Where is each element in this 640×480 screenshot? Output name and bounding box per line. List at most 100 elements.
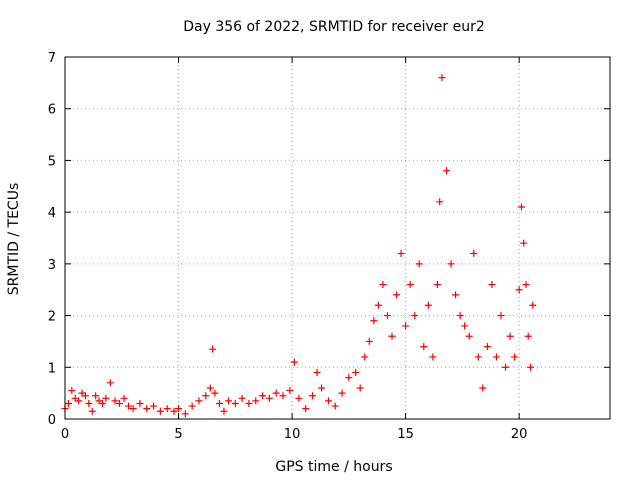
axes: 0 5 10 15 20 0 1 2 3 4 5 6 7 <box>48 51 611 442</box>
data-point <box>356 384 364 392</box>
data-point <box>129 405 137 413</box>
chart-title: Day 356 of 2022, SRMTID for receiver eur… <box>183 19 485 35</box>
data-point <box>443 167 450 175</box>
data-point <box>238 394 246 402</box>
data-point <box>522 281 530 289</box>
data-point <box>150 402 158 410</box>
data-point <box>483 343 491 351</box>
data-points <box>61 74 537 418</box>
data-point <box>338 389 346 397</box>
data-point <box>225 397 232 405</box>
data-point <box>116 399 123 407</box>
data-point <box>215 399 223 407</box>
data-point <box>436 198 444 206</box>
x-tick-label: 10 <box>284 427 301 442</box>
data-point <box>517 203 525 211</box>
y-axis-label: SRMTID / TECUs <box>6 183 22 296</box>
data-point <box>324 397 332 405</box>
data-point <box>295 394 303 402</box>
data-point <box>231 399 239 407</box>
data-point <box>81 392 89 400</box>
data-point <box>331 402 339 410</box>
data-point <box>202 392 210 400</box>
data-point <box>188 402 196 410</box>
data-point <box>136 399 144 407</box>
data-point <box>259 392 267 400</box>
data-point <box>98 399 106 407</box>
x-tick-label: 20 <box>511 427 528 442</box>
data-point <box>479 384 487 392</box>
x-tick-label: 5 <box>174 427 182 442</box>
data-point <box>156 407 164 415</box>
data-point <box>527 363 535 371</box>
data-point <box>492 353 500 361</box>
y-tick-label: 6 <box>48 103 56 118</box>
data-point <box>411 312 419 320</box>
data-point <box>313 368 321 376</box>
data-point <box>252 397 260 405</box>
data-point <box>265 394 273 402</box>
data-point <box>143 405 151 413</box>
data-point <box>447 260 455 268</box>
data-point <box>286 387 294 395</box>
data-point <box>393 291 401 299</box>
data-point <box>170 407 178 415</box>
plot-frame <box>64 56 611 420</box>
data-point <box>75 397 83 405</box>
data-point <box>402 322 410 330</box>
data-point <box>515 286 523 294</box>
y-tick-label: 3 <box>48 258 56 273</box>
data-point <box>120 394 128 402</box>
data-point <box>163 405 171 413</box>
data-point <box>374 301 382 309</box>
data-point <box>424 301 432 309</box>
y-tick-label: 2 <box>48 310 56 325</box>
y-tick-label: 7 <box>48 51 56 66</box>
data-point <box>64 399 72 407</box>
data-point <box>279 392 287 400</box>
data-point <box>511 353 519 361</box>
data-point <box>318 384 326 392</box>
data-point <box>529 301 537 309</box>
data-point <box>352 368 360 376</box>
data-point <box>520 239 528 247</box>
data-point <box>474 353 482 361</box>
data-point <box>309 392 317 400</box>
data-point <box>383 312 391 320</box>
data-point <box>433 281 441 289</box>
data-point <box>470 250 478 258</box>
data-point <box>506 332 514 340</box>
y-tick-label: 1 <box>48 361 56 376</box>
data-point <box>456 312 464 320</box>
data-point <box>211 389 219 397</box>
data-point <box>181 410 189 418</box>
data-point <box>502 363 510 371</box>
data-point <box>195 397 203 405</box>
data-point <box>102 394 110 402</box>
data-point <box>388 332 396 340</box>
data-point <box>206 384 214 392</box>
grid-lines <box>65 57 610 419</box>
data-point <box>106 379 114 387</box>
data-point <box>370 317 378 325</box>
data-point <box>302 405 310 413</box>
data-point <box>497 312 505 320</box>
data-point <box>88 407 96 415</box>
data-point <box>85 399 93 407</box>
data-point <box>125 402 133 410</box>
data-point <box>272 389 280 397</box>
data-point <box>452 291 460 299</box>
y-tick-label: 5 <box>48 154 56 169</box>
data-point <box>465 332 473 340</box>
x-tick-label: 0 <box>61 427 69 442</box>
data-point <box>415 260 423 268</box>
data-point <box>175 405 183 413</box>
data-point <box>220 407 228 415</box>
data-point <box>397 250 405 258</box>
x-tick-label: 15 <box>397 427 414 442</box>
data-point <box>111 397 119 405</box>
data-point <box>429 353 437 361</box>
data-point <box>488 281 496 289</box>
data-point <box>379 281 387 289</box>
data-point <box>406 281 414 289</box>
